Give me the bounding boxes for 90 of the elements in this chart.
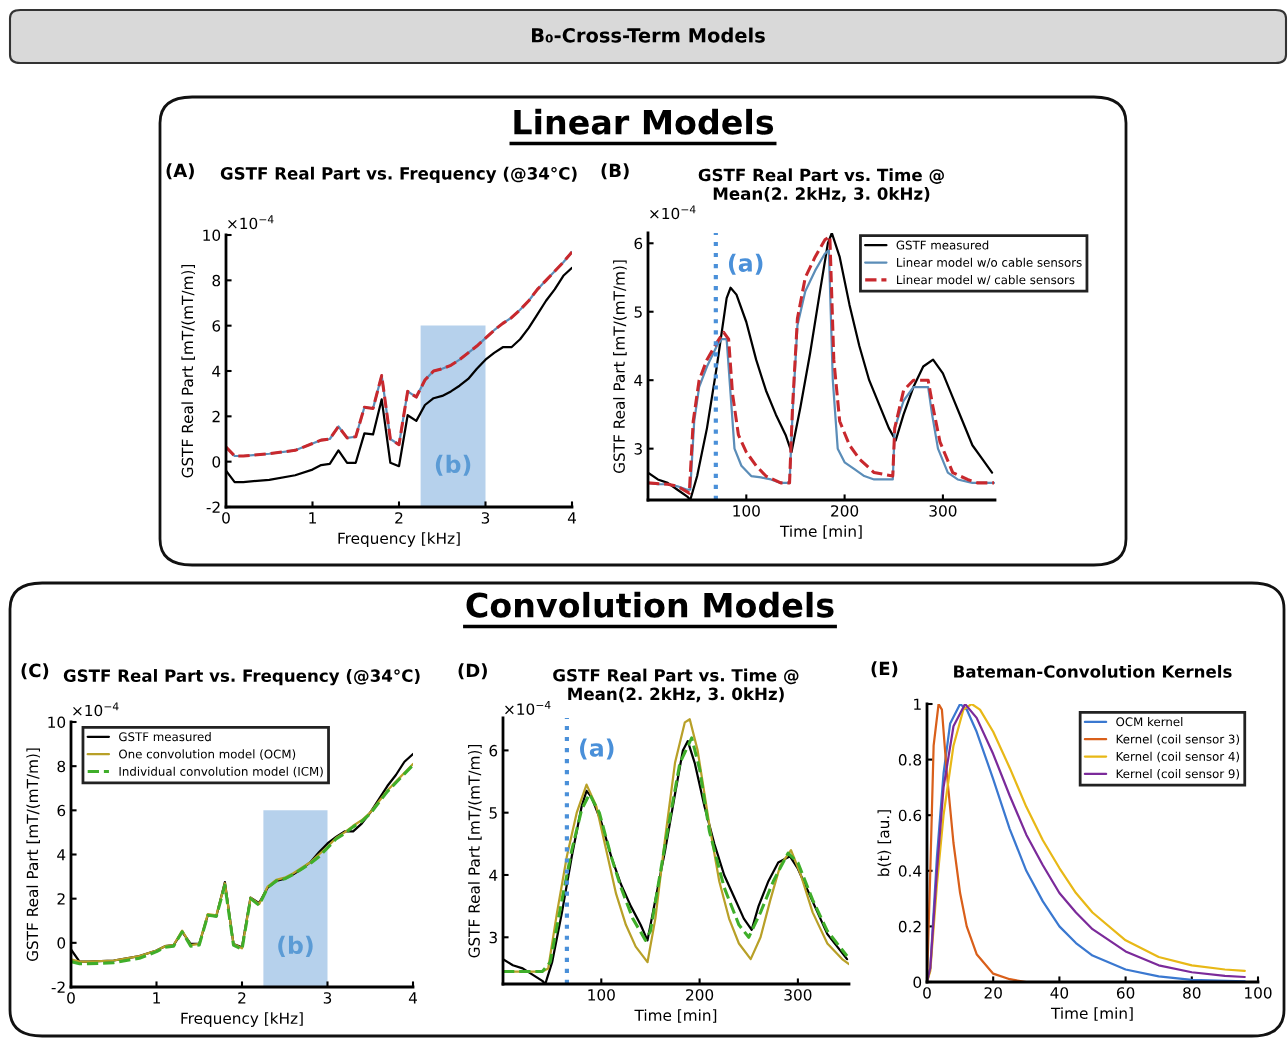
y-tick-label: 5 [634,306,642,318]
x-tick-label: 60 [1116,987,1135,999]
legend-label: Linear model w/o cable sensors [897,257,1082,268]
y-axis-title: GSTF Real Part [mT/(mT/m)] [468,744,482,958]
x-axis-title: Time [min] [634,1009,717,1023]
y-tick-label: 2 [212,410,220,423]
x-tick-label: 300 [929,505,957,517]
text: (B) [601,163,629,180]
y-tick-label: 3 [489,931,497,944]
legend-label: Linear model w/ cable sensors [897,275,1075,286]
legend-label: GSTF measured [896,240,989,250]
y-tick-label: 4 [57,849,66,861]
y-tick-label: 5 [489,807,497,819]
x-tick-label: 20 [984,987,1002,999]
x-tick-label: 100 [733,505,760,517]
text: B₀-Cross-Term Models [532,27,765,43]
y-tick-label: 2 [57,893,65,905]
x-axis-title: Frequency [kHz] [181,1012,303,1027]
y-tick-label: 6 [634,237,643,250]
x-tick-label: 2 [395,512,403,524]
text: Convolution Models [466,591,834,618]
legend-label: Individual convolution model (ICM) [119,766,323,778]
legend-label: GSTF measured [119,732,211,742]
x-tick-label: 40 [1050,987,1069,999]
text: ×10$^{−4}$ [505,701,551,715]
x-axis-title: Time [min] [779,525,862,539]
ref-line-label: (a) [580,738,614,760]
x-axis-title: Time [min] [1050,1007,1133,1021]
y-tick-label: 6 [57,804,66,817]
text: (C) [21,663,49,680]
y-axis-title: GSTF Real Part [mT/(mT/m)] [613,260,627,474]
legend-label: Kernel (coil sensor 3) [1116,734,1240,745]
y-tick-label: 0.2 [898,920,921,933]
y-tick-label: 0 [913,976,922,989]
band-label: (b) [435,454,471,476]
legend-label: OCM kernel [1116,717,1183,727]
y-tick-label: 6 [489,744,498,757]
y-tick-label: 0.6 [898,809,922,822]
y-tick-label: -2 [51,981,65,993]
chart-title: GSTF Real Part vs. Frequency (@34°C) [220,166,577,184]
x-tick-label: 4 [408,992,417,1004]
text: (E) [871,661,898,678]
x-tick-label: 200 [831,505,859,517]
text: ×10$^{−4}$ [73,702,119,717]
y-tick-label: 6 [212,320,221,332]
text: (D) [458,663,487,680]
y-tick-label: 4 [212,365,221,377]
x-tick-label: 4 [567,512,576,524]
y-tick-label: 3 [634,443,642,455]
y-tick-label: 4 [634,374,643,386]
y-tick-label: 1 [914,698,921,710]
ref-line-label: (a) [728,253,763,275]
text: Linear Models [514,108,774,135]
y-tick-label: 4 [489,869,498,881]
x-tick-label: 3 [323,992,332,1004]
y-axis-title: b(t) [au.] [877,810,892,876]
x-axis-title: Frequency [kHz] [338,532,460,547]
chart-title: GSTF Real Part vs. Frequency (@34°C) [63,669,420,686]
x-tick-label: 0 [67,992,75,1004]
x-tick-label: 100 [1245,987,1272,999]
y-tick-label: 0 [212,456,221,468]
y-tick-label: 10 [48,716,66,729]
x-tick-label: 0 [222,512,230,524]
chart-title: GSTF Real Part vs. Time @ Mean(2. 2kHz, 3. 0kHz) [698,168,944,203]
x-tick-label: 100 [588,989,615,1001]
y-axis-title: GSTF Real Part [mT/(mT/m)] [181,264,195,478]
x-tick-label: 1 [153,992,160,1004]
x-tick-label: 1 [309,512,316,524]
y-tick-label: -2 [206,501,220,513]
x-tick-label: 200 [686,989,714,1001]
y-axis-title: GSTF Real Part [mT/(mT/m)] [26,748,40,962]
band-label: (b) [278,935,313,957]
legend-label: Kernel (coil sensor 4) [1116,751,1240,763]
chart-title: Bateman-Convolution Kernels [954,664,1232,678]
text: ×10$^{−4}$ [650,205,696,220]
text: (A) [166,163,194,180]
legend-label: One convolution model (OCM) [119,749,296,760]
y-tick-label: 8 [212,274,221,287]
x-tick-label: 0 [923,987,931,999]
x-tick-label: 2 [238,992,246,1004]
x-tick-label: 300 [784,989,812,1001]
y-tick-label: 0 [57,937,66,949]
legend-label: Kernel (coil sensor 9) [1116,769,1240,780]
chart-title: GSTF Real Part vs. Time @ Mean(2. 2kHz, 3. 0kHz) [553,668,799,703]
text: ×10$^{−4}$ [228,215,274,230]
x-tick-label: 80 [1183,987,1201,999]
y-tick-label: 10 [203,229,221,242]
y-tick-label: 0.8 [898,754,922,766]
y-tick-label: 0.4 [898,865,922,877]
y-tick-label: 8 [57,760,66,773]
